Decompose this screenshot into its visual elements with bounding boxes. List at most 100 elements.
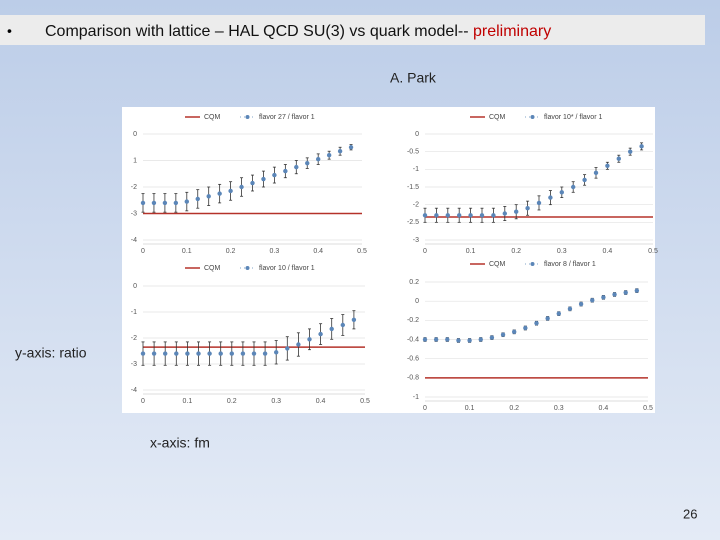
data-point	[184, 199, 189, 204]
title-bar	[0, 15, 705, 45]
data-point	[422, 213, 428, 218]
y-axis-note: y-axis: ratio	[15, 345, 87, 361]
data-point	[218, 351, 223, 356]
data-point	[623, 290, 628, 295]
data-point	[545, 316, 550, 321]
bullet: •	[7, 23, 12, 39]
x-axis-note: x-axis: fm	[150, 435, 210, 451]
x-tick-label: 0.5	[643, 405, 653, 412]
data-point	[445, 213, 450, 218]
data-point	[639, 144, 644, 149]
data-point	[489, 335, 495, 340]
y-tick-label: -1	[413, 394, 419, 401]
y-tick-label: 0	[415, 298, 419, 305]
data-point	[422, 337, 428, 342]
data-point	[239, 184, 244, 190]
slide-title: Comparison with lattice – HAL QCD SU(3) …	[45, 23, 551, 40]
legend-marker	[245, 266, 250, 270]
x-tick-label: 0.5	[360, 398, 370, 405]
data-point	[294, 164, 299, 170]
data-point	[468, 213, 473, 218]
data-point	[261, 176, 266, 182]
data-point	[316, 156, 321, 162]
x-tick-label: 0.4	[603, 248, 613, 255]
x-tick-label: 0.1	[182, 248, 192, 255]
data-point	[612, 292, 617, 297]
data-point	[605, 163, 610, 168]
data-point	[351, 317, 357, 322]
data-point	[337, 149, 343, 154]
data-point	[628, 149, 633, 154]
data-point	[174, 351, 179, 356]
data-point	[283, 168, 288, 174]
x-tick-label: 0.3	[557, 248, 567, 255]
x-tick-label: 0.2	[509, 405, 519, 412]
x-tick-label: 0.3	[554, 405, 564, 412]
data-point	[206, 194, 211, 199]
x-tick-label: 0.4	[313, 248, 323, 255]
y-tick-label: 0	[133, 131, 137, 138]
x-tick-label: 0	[141, 248, 145, 255]
x-tick-label: 0.5	[357, 248, 367, 255]
x-tick-label: 0.1	[466, 248, 476, 255]
y-tick-label: -1	[413, 166, 419, 173]
x-tick-label: 0.2	[226, 248, 236, 255]
data-point	[305, 160, 310, 166]
data-point	[556, 311, 561, 316]
data-point	[571, 184, 576, 190]
y-tick-label: -1	[131, 309, 137, 316]
data-point	[329, 326, 334, 332]
data-point	[326, 153, 332, 158]
data-point	[348, 145, 354, 150]
y-tick-label: -4	[131, 387, 137, 394]
page-number: 26	[683, 506, 697, 521]
data-point	[163, 351, 168, 356]
data-point	[140, 351, 146, 356]
x-tick-label: 0	[141, 398, 145, 405]
data-point	[340, 322, 345, 328]
y-tick-label: -0.5	[407, 149, 419, 156]
data-point	[523, 325, 528, 331]
y-tick-label: 0	[133, 283, 137, 290]
y-tick-label: 1	[133, 157, 137, 164]
data-point	[512, 329, 517, 335]
data-point	[500, 332, 506, 337]
y-tick-label: 0	[415, 131, 419, 138]
data-point	[229, 351, 234, 356]
data-point	[262, 351, 268, 356]
data-point	[162, 200, 168, 206]
data-point	[433, 337, 439, 342]
title-highlight: preliminary	[473, 23, 551, 40]
x-tick-label: 0.5	[648, 248, 658, 255]
title-text: Comparison with lattice – HAL QCD SU(3) …	[45, 23, 473, 40]
y-tick-label: -1.5	[407, 184, 419, 191]
data-point	[217, 191, 222, 196]
x-tick-label: 0	[423, 248, 427, 255]
legend-label: flavor 27 / flavor 1	[259, 114, 315, 121]
data-point	[634, 288, 640, 293]
y-tick-label: -2	[413, 202, 419, 209]
y-tick-label: -0.4	[407, 336, 419, 343]
legend-label: flavor 8 / flavor 1	[544, 261, 596, 268]
data-point	[601, 295, 606, 300]
y-tick-label: -3	[131, 361, 137, 368]
data-point	[151, 351, 157, 356]
data-point	[173, 200, 179, 206]
data-point	[296, 342, 301, 347]
x-tick-label: 0.4	[316, 398, 326, 405]
data-point	[140, 200, 146, 206]
data-point	[250, 180, 255, 186]
data-point	[479, 213, 485, 218]
data-point	[195, 196, 200, 202]
y-tick-label: -0.2	[407, 317, 419, 324]
data-point	[578, 301, 584, 307]
data-point	[593, 170, 599, 176]
author: A. Park	[390, 70, 437, 86]
legend-label: CQM	[489, 114, 506, 121]
y-tick-label: -2	[131, 184, 137, 191]
y-tick-label: -2	[131, 335, 137, 342]
data-point	[502, 211, 507, 216]
legend-marker	[530, 262, 535, 266]
data-point	[457, 213, 462, 218]
data-point	[318, 331, 323, 337]
